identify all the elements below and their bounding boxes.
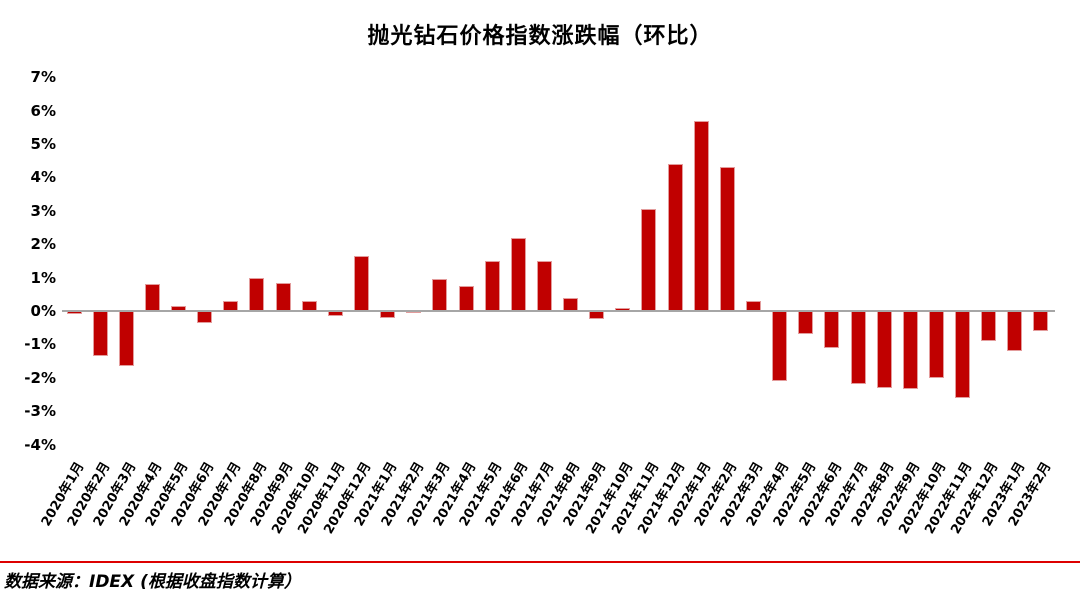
bar [118,311,134,367]
footer-divider-line [0,561,1080,563]
bar [510,237,526,311]
bar [719,167,735,311]
bar [1007,311,1023,352]
data-source-note: 数据来源：IDEX (根据收盘指数计算） [4,572,301,592]
y-axis-tick-label: 2% [30,235,56,254]
bar [876,311,892,388]
bar [693,120,709,311]
bar [536,260,552,311]
bar [197,311,213,323]
bar [641,209,657,311]
bar [928,311,944,378]
bar [1033,311,1049,332]
y-axis-tick-label: 5% [30,135,56,153]
y-axis-tick-label: 3% [30,201,56,220]
bar [92,311,108,357]
chart-title: 抛光钻石价格指数涨跌幅（环比） [367,24,713,49]
bar [458,285,474,311]
bar [249,277,265,311]
bar [772,311,788,382]
y-axis-tick-label: 1% [30,268,56,287]
bar [275,282,291,311]
bar [667,164,683,311]
y-axis-tick-label: 7% [30,68,56,87]
y-axis-tick-label: -3% [24,402,56,421]
bar [850,311,866,385]
bar [484,260,500,311]
y-axis-tick-label: -1% [24,335,56,354]
y-axis-tick-label: 4% [30,168,56,187]
bar [589,311,605,320]
bar [824,311,840,348]
bar [981,311,997,342]
bar [798,311,814,335]
bar [563,297,579,311]
y-axis-tick-label: 0% [30,302,56,320]
y-axis-tick-label: -4% [24,435,56,454]
bar [144,284,160,311]
bar [380,311,396,318]
y-axis-tick-label: 6% [30,101,56,120]
bar [432,279,448,311]
bar [902,311,918,390]
bar [955,311,971,398]
y-axis-tick-label: -2% [24,368,56,387]
x-axis-line [62,310,1055,312]
bar [353,255,369,311]
